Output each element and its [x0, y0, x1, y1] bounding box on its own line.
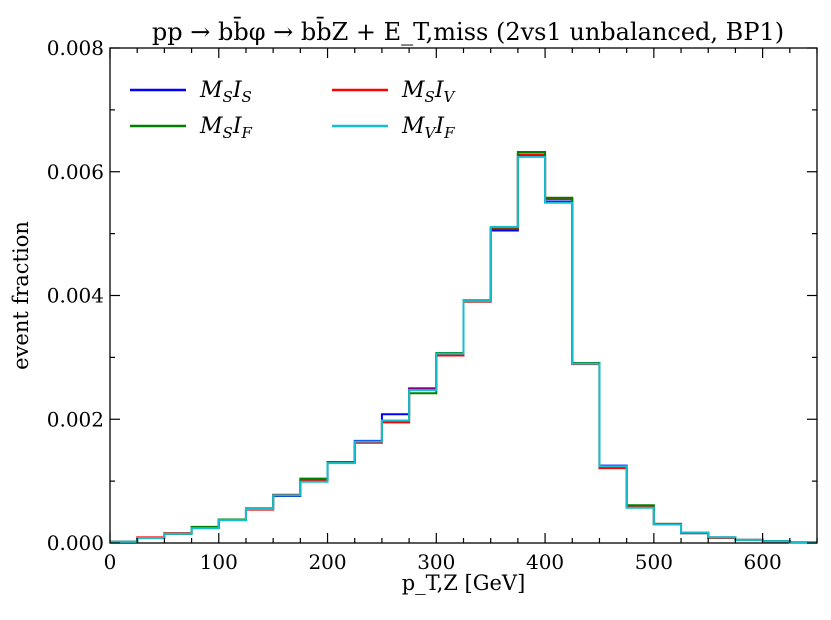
legend: MSIS MSIF MSIV MVIF [130, 78, 457, 142]
axis-labels: p_T,Z [GeV] event fraction [9, 221, 525, 595]
ticks-layer: 0 100 200 300 400 500 600 0.000 0.002 0.004 0.006 0… [47, 36, 818, 574]
legend-label-2: MSIF [199, 114, 253, 142]
legend-label-3: MVIF [401, 114, 455, 142]
y-tick-label: 0.006 [47, 160, 104, 184]
y-axis-label: event fraction [9, 221, 33, 370]
y-tick-label: 0.008 [47, 36, 104, 60]
series-line-3 [110, 155, 817, 544]
x-tick-label: 400 [526, 550, 564, 574]
x-axis-label: p_T,Z [GeV] [402, 571, 526, 595]
chart-title: pp → bb̄φ → bb̄Z + E_T,miss (2vs1 unbala… [152, 17, 784, 46]
x-tick-label: 500 [635, 550, 673, 574]
x-tick-label: 300 [417, 550, 455, 574]
y-tick-label: 0.000 [47, 531, 104, 555]
y-tick-label: 0.004 [47, 284, 104, 308]
legend-label-0: MSIS [199, 78, 252, 106]
x-tick-label: 100 [200, 550, 238, 574]
x-tick-label: 200 [308, 550, 346, 574]
legend-label-1: MSIV [401, 78, 457, 106]
x-tick-label: 0 [104, 550, 117, 574]
y-tick-label: 0.002 [47, 407, 104, 431]
chart-title-text: pp → bb̄φ → bb̄Z + E_T,miss (2vs1 unbala… [152, 17, 784, 46]
series-layer [110, 150, 817, 544]
x-tick-label: 600 [744, 550, 782, 574]
